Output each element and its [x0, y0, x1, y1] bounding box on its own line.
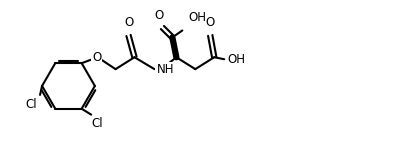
Text: O: O [123, 16, 133, 30]
Text: O: O [154, 9, 164, 21]
Text: OH: OH [227, 53, 244, 66]
Text: O: O [92, 51, 101, 64]
Text: NH: NH [156, 63, 173, 76]
Text: Cl: Cl [91, 117, 103, 130]
Text: O: O [205, 16, 214, 30]
Text: OH: OH [188, 11, 206, 24]
Text: Cl: Cl [25, 98, 37, 111]
